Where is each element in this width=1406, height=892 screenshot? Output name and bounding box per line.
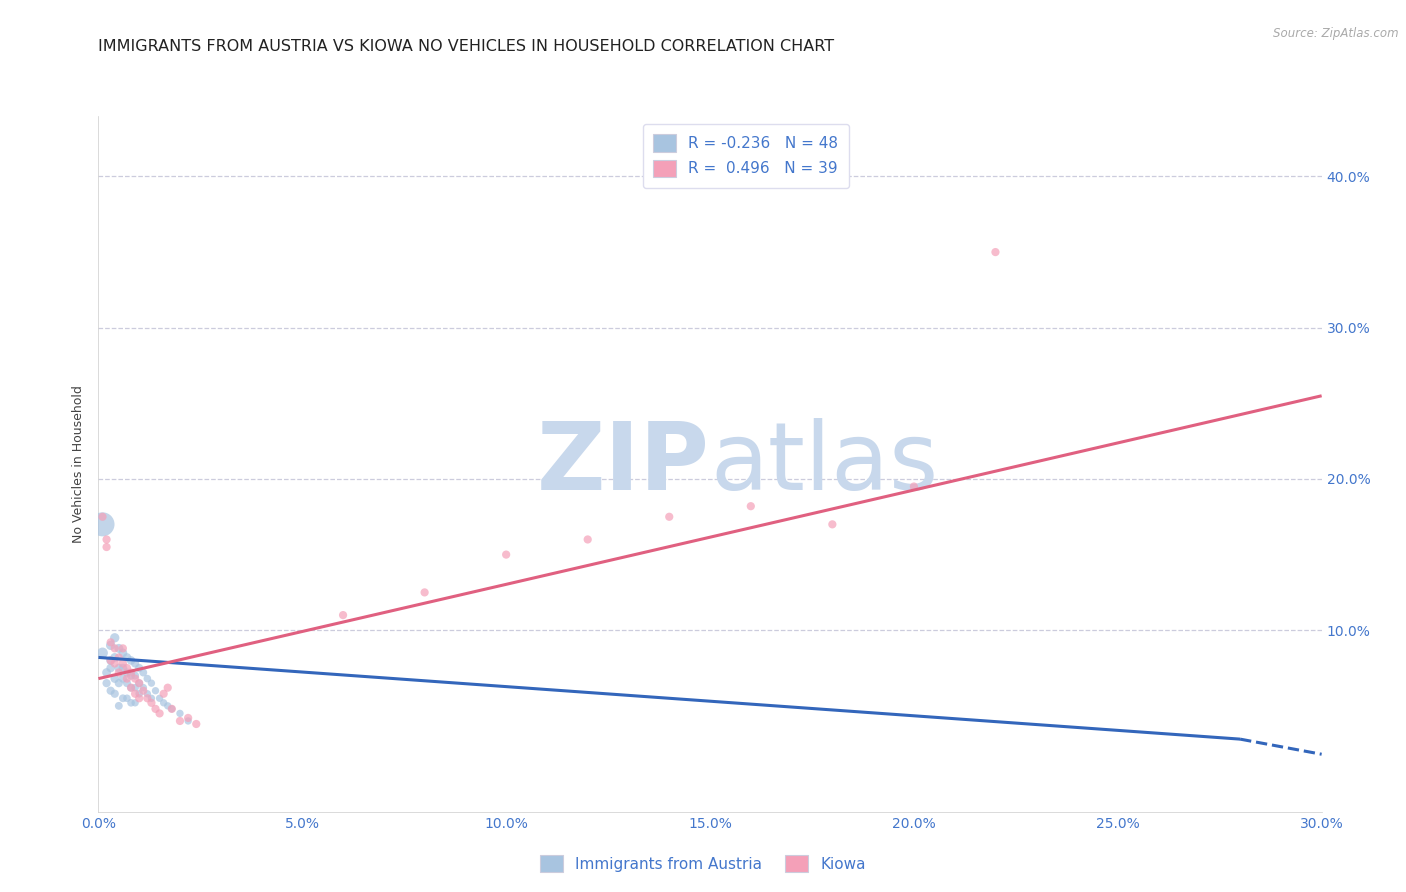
Point — [495, 548, 517, 562]
Point — [108, 661, 131, 675]
Point — [100, 653, 122, 667]
Point — [108, 650, 131, 665]
Point — [115, 665, 138, 680]
Point — [104, 650, 127, 665]
Point — [100, 638, 122, 652]
Point — [91, 517, 114, 532]
Point — [111, 657, 134, 671]
Point — [145, 702, 167, 716]
Point — [108, 698, 131, 713]
Point — [160, 702, 183, 716]
Point — [152, 696, 174, 710]
Point — [120, 696, 142, 710]
Point — [658, 509, 681, 524]
Point — [413, 585, 436, 599]
Point — [91, 509, 114, 524]
Point — [115, 691, 138, 706]
Point — [740, 499, 762, 513]
Point — [104, 657, 127, 671]
Point — [111, 646, 134, 660]
Point — [108, 665, 131, 680]
Y-axis label: No Vehicles in Household: No Vehicles in Household — [72, 385, 86, 542]
Point — [120, 681, 142, 695]
Point — [124, 668, 146, 682]
Point — [177, 711, 200, 725]
Legend: R = -0.236   N = 48, R =  0.496   N = 39: R = -0.236 N = 48, R = 0.496 N = 39 — [643, 124, 849, 188]
Point — [132, 681, 155, 695]
Point — [124, 672, 146, 686]
Point — [136, 672, 159, 686]
Point — [128, 691, 150, 706]
Point — [136, 687, 159, 701]
Point — [186, 717, 208, 731]
Point — [149, 706, 172, 721]
Point — [169, 706, 191, 721]
Point — [132, 665, 155, 680]
Point — [160, 702, 183, 716]
Point — [128, 687, 150, 701]
Point — [128, 676, 150, 690]
Point — [96, 533, 118, 547]
Point — [124, 657, 146, 671]
Point — [115, 676, 138, 690]
Point — [96, 540, 118, 554]
Point — [141, 696, 163, 710]
Point — [104, 672, 127, 686]
Point — [177, 714, 200, 728]
Point — [136, 691, 159, 706]
Point — [115, 661, 138, 675]
Point — [115, 650, 138, 665]
Point — [128, 676, 150, 690]
Point — [91, 646, 114, 660]
Point — [111, 672, 134, 686]
Point — [124, 687, 146, 701]
Point — [111, 641, 134, 656]
Point — [108, 676, 131, 690]
Point — [100, 661, 122, 675]
Text: ZIP: ZIP — [537, 417, 710, 510]
Text: IMMIGRANTS FROM AUSTRIA VS KIOWA NO VEHICLES IN HOUSEHOLD CORRELATION CHART: IMMIGRANTS FROM AUSTRIA VS KIOWA NO VEHI… — [98, 38, 835, 54]
Point — [96, 676, 118, 690]
Point — [141, 691, 163, 706]
Point — [111, 691, 134, 706]
Point — [120, 668, 142, 682]
Point — [145, 683, 167, 698]
Point — [128, 661, 150, 675]
Point — [132, 683, 155, 698]
Point — [115, 672, 138, 686]
Point — [120, 665, 142, 680]
Point — [100, 653, 122, 667]
Text: atlas: atlas — [710, 417, 938, 510]
Point — [156, 681, 179, 695]
Point — [903, 479, 925, 493]
Point — [149, 691, 172, 706]
Point — [104, 641, 127, 656]
Point — [124, 681, 146, 695]
Point — [96, 665, 118, 680]
Point — [152, 687, 174, 701]
Point — [984, 245, 1007, 260]
Point — [100, 683, 122, 698]
Legend: Immigrants from Austria, Kiowa: Immigrants from Austria, Kiowa — [533, 847, 873, 880]
Point — [124, 696, 146, 710]
Point — [100, 635, 122, 649]
Point — [821, 517, 844, 532]
Point — [104, 631, 127, 645]
Point — [108, 641, 131, 656]
Point — [156, 698, 179, 713]
Point — [120, 653, 142, 667]
Point — [104, 687, 127, 701]
Point — [111, 661, 134, 675]
Point — [576, 533, 599, 547]
Point — [120, 681, 142, 695]
Point — [141, 676, 163, 690]
Text: Source: ZipAtlas.com: Source: ZipAtlas.com — [1274, 27, 1399, 40]
Point — [169, 714, 191, 728]
Point — [332, 608, 354, 623]
